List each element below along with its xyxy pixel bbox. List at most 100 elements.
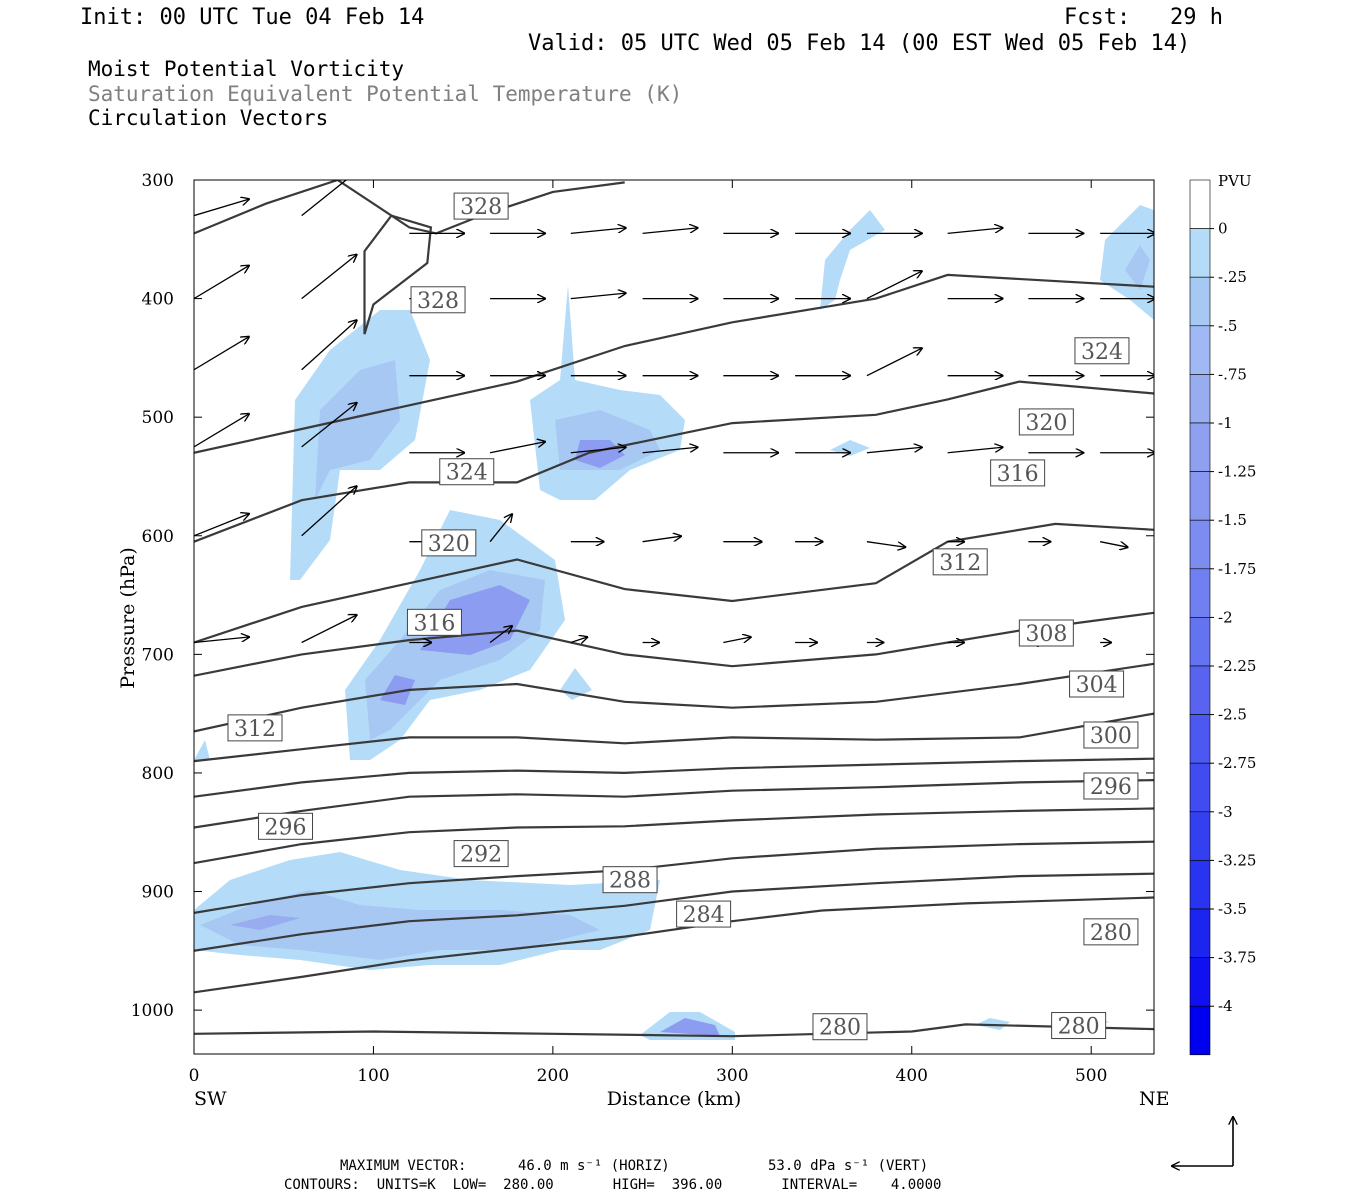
circulation-vector bbox=[642, 228, 698, 235]
contour-label-box bbox=[1018, 619, 1074, 647]
plot-frame bbox=[193, 179, 1155, 1055]
contour-line bbox=[194, 273, 1154, 454]
contour-label: 300 bbox=[1090, 724, 1132, 749]
colorbar-label: -2.75 bbox=[1218, 754, 1256, 772]
colorbar-label: -4 bbox=[1218, 997, 1233, 1015]
contour-label: 324 bbox=[1081, 340, 1123, 365]
circulation-vector bbox=[301, 255, 357, 300]
circulation-vector bbox=[194, 414, 249, 448]
y-tick-label: 300 bbox=[142, 171, 174, 191]
contour-label: 312 bbox=[939, 551, 981, 576]
contour-labels: 328 328 324 324 320 320 316 316 312 312 308 304 300 2… bbox=[227, 192, 1139, 1041]
max-vert: 53.0 dPa s⁻¹ (VERT) bbox=[768, 1158, 929, 1174]
contour-label-box bbox=[602, 866, 658, 894]
contour-label: 304 bbox=[1076, 673, 1118, 698]
contours-info: CONTOURS: UNITS=K LOW= 280.00 HIGH= 396.… bbox=[284, 1177, 942, 1193]
contour-label-box bbox=[1051, 1012, 1107, 1040]
x-right-label: NE bbox=[1139, 1088, 1170, 1110]
contour-label-box bbox=[453, 840, 509, 868]
circulation-vector bbox=[947, 228, 1003, 235]
circulation-vector bbox=[866, 271, 922, 300]
colorbar-swatch bbox=[1189, 957, 1211, 1007]
colorbar-swatch bbox=[1189, 471, 1211, 521]
contour-label-box bbox=[812, 1013, 868, 1041]
colorbar-swatch bbox=[1189, 276, 1211, 327]
circulation-vector bbox=[570, 637, 588, 643]
colorbar-label: -.75 bbox=[1218, 365, 1247, 383]
contour-label: 308 bbox=[1025, 622, 1067, 647]
contour-label: 280 bbox=[1058, 1015, 1100, 1040]
contour-line bbox=[194, 712, 1154, 763]
contour-label: 316 bbox=[413, 611, 455, 636]
title-vectors: Circulation Vectors bbox=[88, 106, 329, 130]
init-time: Init: 00 UTC Tue 04 Feb 14 bbox=[80, 5, 425, 30]
circulation-vector bbox=[642, 536, 682, 543]
contour-label: 316 bbox=[997, 462, 1039, 487]
colorbar-label: 0 bbox=[1218, 220, 1228, 238]
title-mpv: Moist Potential Vorticity bbox=[88, 57, 405, 81]
colorbar-swatch bbox=[1189, 617, 1211, 667]
x-tick-label: 200 bbox=[537, 1066, 569, 1086]
contour-label-box bbox=[1083, 918, 1139, 946]
colorbar-label: -2.25 bbox=[1218, 657, 1256, 675]
colorbar-unit: PVU bbox=[1218, 172, 1252, 190]
circulation-vector bbox=[642, 447, 698, 454]
circulation-vector bbox=[866, 541, 906, 548]
contour-label: 284 bbox=[683, 903, 725, 928]
colorbar-label: -3.5 bbox=[1218, 900, 1247, 918]
contour-label-box bbox=[1069, 670, 1125, 698]
circulation-vector bbox=[489, 442, 545, 454]
colorbar-label: -2 bbox=[1218, 608, 1233, 626]
colorbar-swatch bbox=[1189, 762, 1211, 813]
contour-label-box bbox=[932, 548, 988, 576]
colorbar-label: -3.75 bbox=[1218, 949, 1256, 967]
x-tick-label: 0 bbox=[189, 1066, 200, 1086]
colorbar-label: -3.25 bbox=[1218, 851, 1256, 869]
contour-line bbox=[194, 872, 1154, 952]
circulation-vector bbox=[301, 180, 357, 217]
mpv-shading bbox=[194, 205, 1154, 1040]
x-axis: 0 100 200 300 400 500 bbox=[189, 180, 1107, 1086]
contour-label: 288 bbox=[609, 869, 651, 894]
y-axis: 300 400 500 600 700 800 900 1000 bbox=[131, 171, 1154, 1021]
colorbar-label: -3 bbox=[1218, 803, 1233, 821]
y-tick-label: 700 bbox=[142, 645, 174, 665]
colorbar-swatch bbox=[1189, 568, 1211, 618]
contour-label: 324 bbox=[446, 461, 488, 486]
colorbar-label: -1 bbox=[1218, 414, 1233, 432]
x-tick-label: 100 bbox=[357, 1066, 389, 1086]
circulation-vector bbox=[866, 348, 922, 377]
colorbar-swatch bbox=[1189, 422, 1211, 472]
forecast-hour: Fcst: 29 h bbox=[1064, 5, 1223, 30]
colorbar-label: -1.75 bbox=[1218, 560, 1256, 578]
contour-line bbox=[194, 522, 1154, 644]
x-tick-label: 400 bbox=[896, 1066, 928, 1086]
max-horiz: 46.0 m s⁻¹ (HORIZ) bbox=[518, 1158, 670, 1174]
contour-label-box bbox=[410, 286, 466, 314]
y-tick-label: 1000 bbox=[131, 1001, 174, 1021]
colorbar-swatch bbox=[1189, 374, 1211, 424]
colorbar-label: -.25 bbox=[1218, 268, 1247, 286]
contour-label-box bbox=[453, 192, 509, 220]
colorbar-swatch bbox=[1189, 228, 1211, 278]
reference-vector bbox=[1172, 1117, 1233, 1166]
circulation-vector bbox=[489, 626, 512, 644]
colorbar-label: -2.5 bbox=[1218, 706, 1247, 724]
contour-label: 296 bbox=[265, 815, 307, 840]
circulation-vector bbox=[301, 403, 357, 448]
colorbar-swatch bbox=[1189, 860, 1211, 910]
valid-time: Valid: 05 UTC Wed 05 Feb 14 (00 EST Wed … bbox=[528, 31, 1191, 56]
colorbar-swatch bbox=[1189, 179, 1211, 229]
y-tick-label: 800 bbox=[142, 764, 174, 784]
circulation-vector bbox=[866, 447, 922, 454]
circulation-vector bbox=[194, 337, 249, 371]
contour-label: 312 bbox=[234, 717, 276, 742]
colorbar-label: -1.25 bbox=[1218, 463, 1256, 481]
contour-label-box bbox=[439, 458, 495, 486]
contour-label-box bbox=[676, 900, 732, 928]
colorbar-swatch bbox=[1189, 325, 1211, 375]
circulation-vector bbox=[570, 228, 626, 235]
contour-line bbox=[194, 807, 1154, 865]
colorbar-swatch bbox=[1189, 519, 1211, 570]
